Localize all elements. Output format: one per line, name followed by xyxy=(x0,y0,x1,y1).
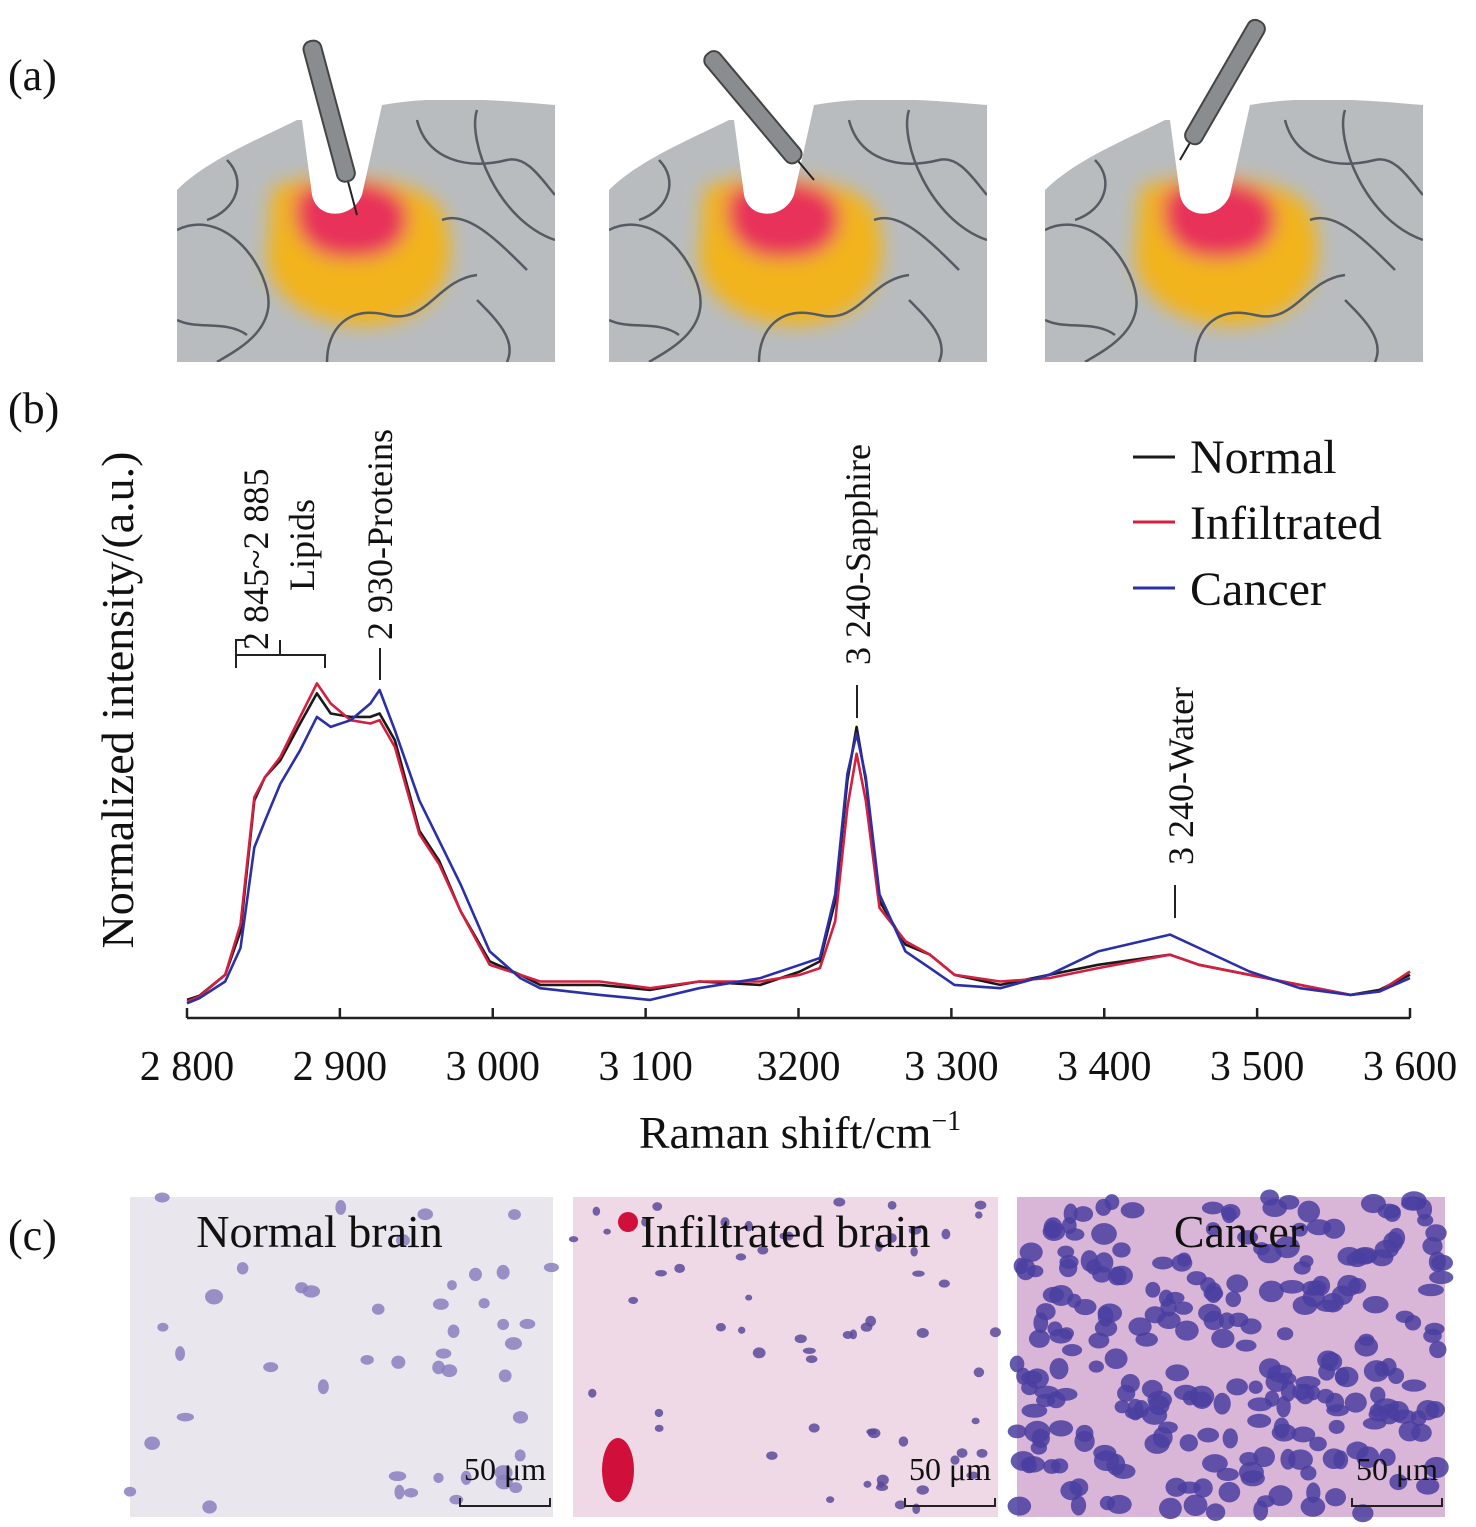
panel-label-b: (b) xyxy=(8,384,59,433)
x-tick-label: 3 600 xyxy=(1363,1044,1458,1090)
lipids-bracket xyxy=(235,639,326,668)
brain-illustration-1 xyxy=(177,39,555,362)
probe-icon xyxy=(1179,18,1266,161)
x-tick-label: 3200 xyxy=(757,1044,841,1090)
series-line-normal xyxy=(186,692,1411,1002)
legend-label-infiltrated: Infiltrated xyxy=(1190,497,1382,550)
annotation-water: 3 240-Water xyxy=(1161,687,1201,865)
raman-spectrum-chart: Normalized intensity/(a.u.) 2 800 2 900 3 … xyxy=(92,429,1457,1158)
legend: Normal Infiltrated Cancer xyxy=(1133,431,1382,616)
legend-label-cancer: Cancer xyxy=(1190,563,1326,616)
scale-bar xyxy=(1351,1498,1443,1507)
series-line-infiltrated xyxy=(186,682,1411,1003)
x-axis-label: Raman shift/cm−1 xyxy=(639,1106,961,1158)
annotation-sapphire: 3 240-Sapphire xyxy=(838,444,878,665)
brain-illustration-2 xyxy=(609,50,987,362)
scale-bar-label: 50 μm xyxy=(909,1451,991,1487)
histology-title: Infiltrated brain xyxy=(641,1206,931,1257)
x-tick-label: 3 100 xyxy=(598,1044,693,1090)
histology-title: Normal brain xyxy=(196,1206,443,1257)
x-tick-label: 2 900 xyxy=(293,1044,388,1090)
probe-icon xyxy=(703,50,815,181)
x-tick-label: 2 800 xyxy=(140,1044,235,1090)
legend-label-normal: Normal xyxy=(1190,431,1337,484)
histology-image-3: Cancer 50 μm xyxy=(1007,1189,1454,1523)
scale-bar-label: 50 μm xyxy=(464,1451,546,1487)
panel-label-a: (a) xyxy=(8,51,57,100)
panel-label-c: (c) xyxy=(8,1211,57,1260)
scale-bar xyxy=(904,1498,996,1507)
series-line-cancer xyxy=(186,688,1411,1005)
scale-bar xyxy=(459,1498,551,1507)
histology-image-1: Normal brain 50 μm xyxy=(123,1192,559,1517)
annotation-lipids-range: 2 845~2 885 xyxy=(236,469,276,650)
probe-icon xyxy=(302,39,358,216)
x-tick-label: 3 400 xyxy=(1057,1044,1152,1090)
x-tick-label: 3 300 xyxy=(904,1044,999,1090)
brain-illustration-3 xyxy=(1045,18,1423,362)
histology-title: Cancer xyxy=(1174,1206,1304,1257)
annotation-lipids: Lipids xyxy=(282,499,322,591)
y-axis-label: Normalized intensity/(a.u.) xyxy=(92,452,143,949)
x-tick-label: 3 500 xyxy=(1210,1044,1305,1090)
scale-bar-label: 50 μm xyxy=(1356,1451,1438,1487)
annotation-proteins: 2 930-Proteins xyxy=(360,429,400,640)
histology-image-2: Infiltrated brain 50 μm xyxy=(568,1197,1001,1517)
x-tick-label: 3 000 xyxy=(446,1044,541,1090)
